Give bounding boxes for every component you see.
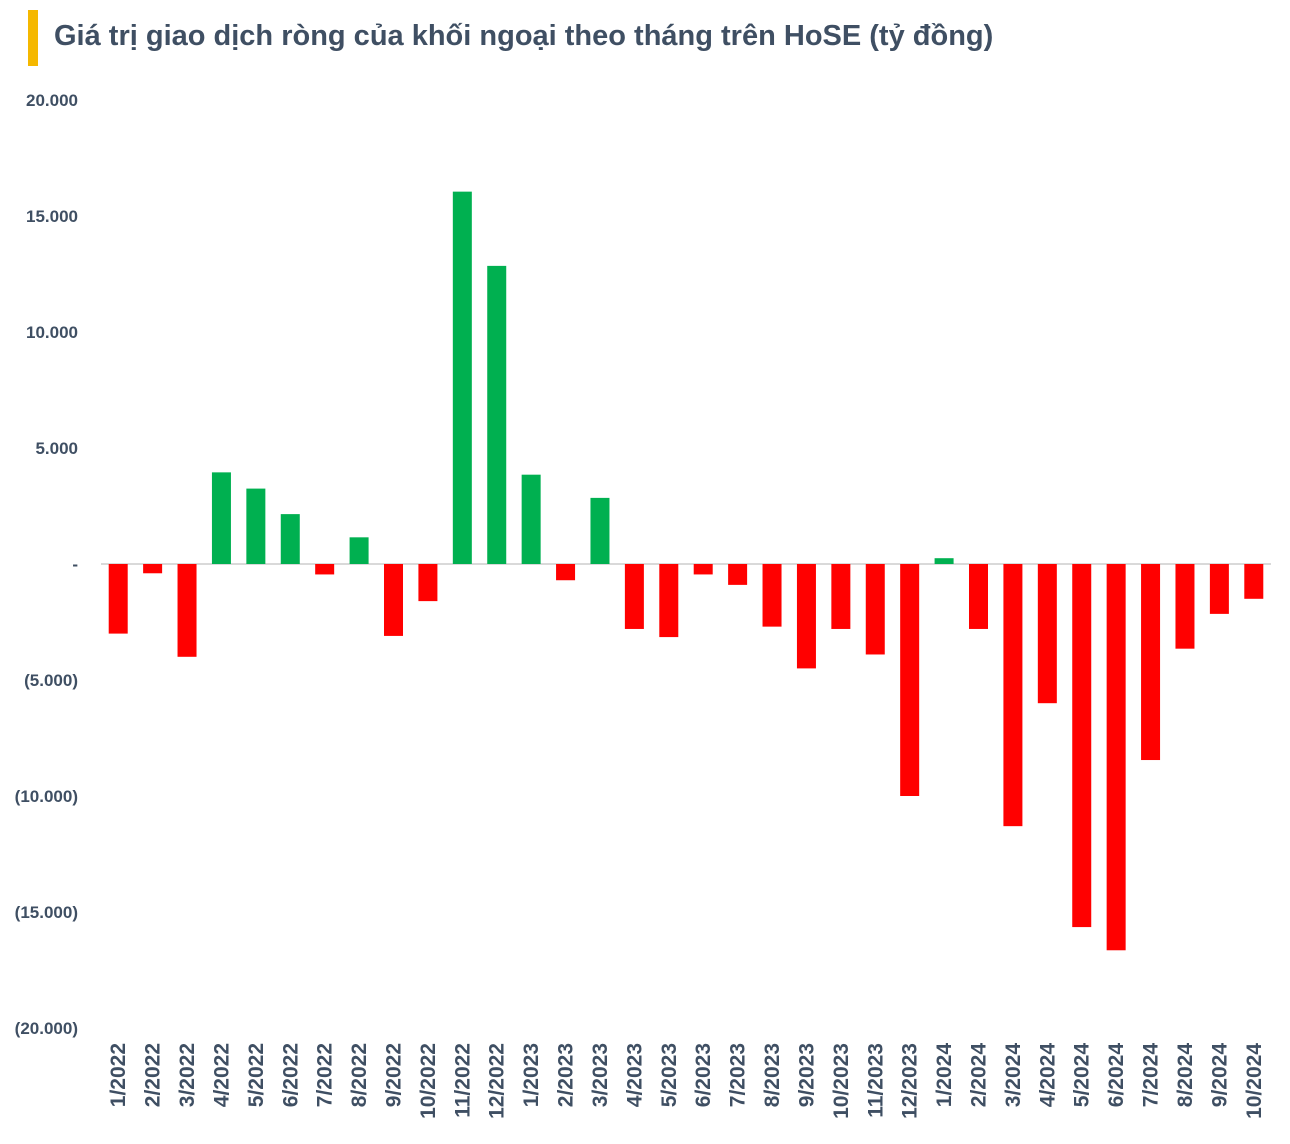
bar [1037,564,1057,704]
bar [1175,564,1195,649]
y-tick-label: (5.000) [24,671,78,690]
y-tick-label: 5.000 [35,439,78,458]
y-tick-label: (20.000) [15,1019,78,1038]
x-tick-label: 8/2023 [761,1043,784,1107]
bar [831,564,851,629]
bar [659,564,679,638]
x-tick-label: 8/2024 [1174,1043,1197,1108]
x-tick-label: 2/2022 [142,1043,165,1107]
x-tick-label: 7/2024 [1140,1043,1163,1108]
bar [969,564,988,629]
y-tick-label: (10.000) [15,787,78,806]
bar [624,564,644,629]
y-tick-label: - [72,555,78,574]
x-tick-label: 1/2024 [933,1043,956,1108]
x-tick-label: 9/2024 [1208,1043,1231,1108]
bar [246,488,266,564]
x-tick-label: 2/2023 [555,1043,578,1107]
title-accent-bar [28,10,38,66]
bar [1106,564,1126,951]
x-tick-label: 6/2024 [1105,1043,1128,1108]
bar [143,564,163,574]
y-tick-label: 15.000 [26,207,78,226]
x-tick-label: 10/2023 [830,1043,853,1119]
bar [865,564,885,655]
x-tick-label: 9/2023 [795,1043,818,1107]
x-tick-label: 12/2022 [486,1043,509,1119]
bar [177,564,197,657]
y-tick-label: 10.000 [26,323,78,342]
x-tick-label: 5/2024 [1071,1043,1094,1108]
x-tick-label: 4/2022 [210,1043,233,1107]
bar [384,564,403,636]
x-tick-label: 11/2023 [864,1043,887,1118]
x-tick-label: 8/2022 [348,1043,371,1107]
bar [211,472,231,564]
y-tick-label: (15.000) [15,903,78,922]
x-tick-label: 3/2024 [1002,1043,1025,1108]
bar [452,191,472,564]
x-tick-label: 5/2022 [245,1043,268,1107]
bar [556,564,576,581]
x-tick-label: 3/2022 [176,1043,199,1107]
bar [728,564,748,585]
x-tick-label: 6/2022 [279,1043,302,1107]
x-tick-label: 5/2023 [658,1043,681,1107]
bar [521,474,541,564]
x-tick-label: 1/2023 [520,1043,543,1107]
x-tick-label: 11/2022 [451,1043,474,1118]
bar [693,564,713,575]
x-tick-label: 4/2023 [623,1043,646,1107]
x-tick-label: 12/2023 [899,1043,922,1119]
x-tick-label: 2/2024 [968,1043,991,1108]
x-tick-label: 3/2023 [589,1043,612,1107]
bar [280,514,300,564]
x-tick-label: 7/2022 [314,1043,337,1107]
bar [796,564,816,669]
chart-title: Giá trị giao dịch ròng của khối ngoại th… [54,20,994,52]
bar [108,564,128,634]
x-tick-label: 6/2023 [692,1043,715,1107]
bar [1072,564,1092,928]
x-tick-label: 9/2022 [383,1043,406,1107]
bar [1141,564,1161,761]
bar [1209,564,1229,614]
bar [762,564,782,627]
bar [315,564,335,575]
y-tick-label: 20.000 [26,91,78,110]
bar [1244,564,1264,599]
x-tick-label: 7/2023 [727,1043,750,1107]
bar [418,564,438,602]
x-tick-label: 10/2024 [1243,1043,1266,1119]
x-tick-label: 10/2022 [417,1043,440,1119]
bar [900,564,920,796]
bar [349,537,369,564]
x-tick-label: 1/2022 [107,1043,130,1107]
x-tick-label: 4/2024 [1036,1043,1059,1108]
bar [487,265,507,564]
bar [590,497,610,564]
bar [1003,564,1023,827]
bar [934,558,954,564]
